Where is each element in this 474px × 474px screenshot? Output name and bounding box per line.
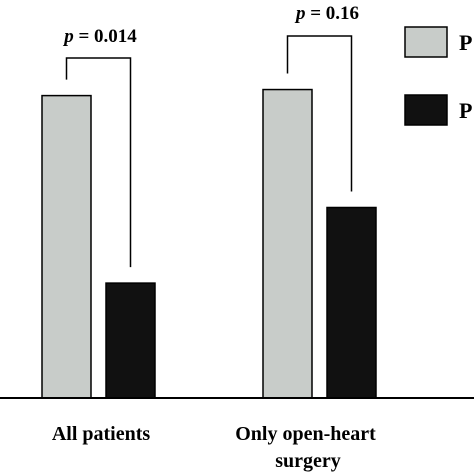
category-label-line: surgery	[275, 450, 341, 472]
bar-1-series-2	[105, 282, 156, 399]
category-label-line: Only open-heart	[235, 423, 376, 445]
legend: P P	[404, 26, 472, 126]
legend-label-series-2: P	[459, 98, 472, 123]
p-symbol: p	[294, 3, 306, 24]
significance-bracket-2	[286, 35, 353, 192]
legend-label-series-1: P	[459, 30, 472, 55]
category-label-line: All patients	[52, 423, 151, 445]
p-symbol: p	[62, 26, 74, 47]
bars-layer	[41, 88, 377, 399]
significance-brackets	[65, 35, 353, 268]
p-value-label-open-heart: p = 0.16	[294, 3, 359, 24]
p-value-text: = 0.014	[74, 26, 138, 47]
bar-2-series-2	[326, 206, 377, 399]
p-value-label-all-patients: p = 0.014	[62, 26, 137, 47]
bar-2-series-1	[262, 88, 313, 399]
legend-swatch-series-2	[404, 94, 448, 126]
legend-swatch-series-1	[404, 26, 448, 58]
category-label-open-heart-surgery: Only open-heart surgery	[235, 423, 381, 472]
bar-1-series-1	[41, 94, 92, 399]
p-value-text: = 0.16	[305, 3, 359, 24]
category-label-all-patients: All patients	[52, 423, 151, 445]
significance-bracket-1	[65, 57, 132, 268]
